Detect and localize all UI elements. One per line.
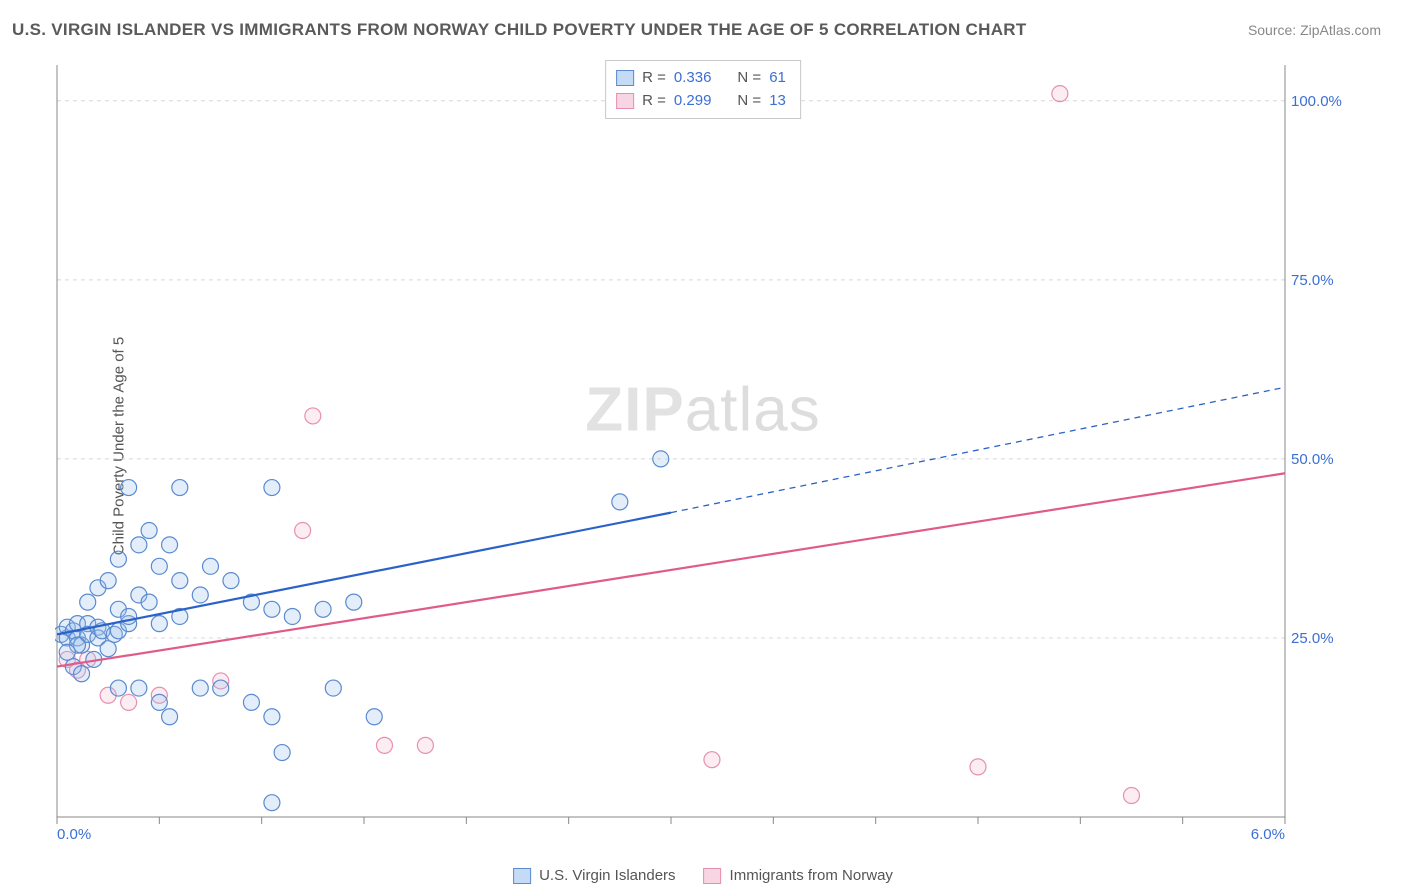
- r-label: R =: [642, 90, 666, 113]
- series-legend-item: Immigrants from Norway: [704, 867, 893, 884]
- svg-text:100.0%: 100.0%: [1291, 93, 1342, 110]
- svg-text:0.0%: 0.0%: [57, 826, 91, 843]
- svg-text:75.0%: 75.0%: [1291, 272, 1334, 289]
- plot-svg: 25.0% 50.0% 75.0% 100.0% 0.0% 6.0%: [55, 55, 1345, 845]
- legend-swatch: [704, 868, 722, 884]
- correlation-chart: U.S. VIRGIN ISLANDER VS IMMIGRANTS FROM …: [0, 0, 1406, 892]
- n-label: N =: [737, 90, 761, 113]
- legend-row: R = 0.299 N = 13: [616, 90, 786, 113]
- n-value: 13: [769, 90, 786, 113]
- legend-row: R = 0.336 N = 61: [616, 67, 786, 90]
- series-legend-item: U.S. Virgin Islanders: [513, 867, 675, 884]
- n-value: 61: [769, 67, 786, 90]
- source-label: Source: ZipAtlas.com: [1248, 22, 1381, 38]
- svg-text:25.0%: 25.0%: [1291, 630, 1334, 647]
- plot-area: 25.0% 50.0% 75.0% 100.0% 0.0% 6.0%: [55, 55, 1345, 845]
- r-label: R =: [642, 67, 666, 90]
- series-legend: U.S. Virgin Islanders Immigrants from Nor…: [513, 867, 893, 884]
- svg-text:6.0%: 6.0%: [1251, 826, 1285, 843]
- correlation-legend: R = 0.336 N = 61 R = 0.299 N = 13: [605, 60, 801, 119]
- series-label: Immigrants from Norway: [730, 867, 893, 884]
- legend-swatch: [513, 868, 531, 884]
- n-label: N =: [737, 67, 761, 90]
- r-value: 0.336: [674, 67, 712, 90]
- chart-title: U.S. VIRGIN ISLANDER VS IMMIGRANTS FROM …: [12, 20, 1027, 40]
- legend-swatch: [616, 70, 634, 86]
- svg-text:50.0%: 50.0%: [1291, 451, 1334, 468]
- series-label: U.S. Virgin Islanders: [539, 867, 675, 884]
- r-value: 0.299: [674, 90, 712, 113]
- legend-swatch: [616, 93, 634, 109]
